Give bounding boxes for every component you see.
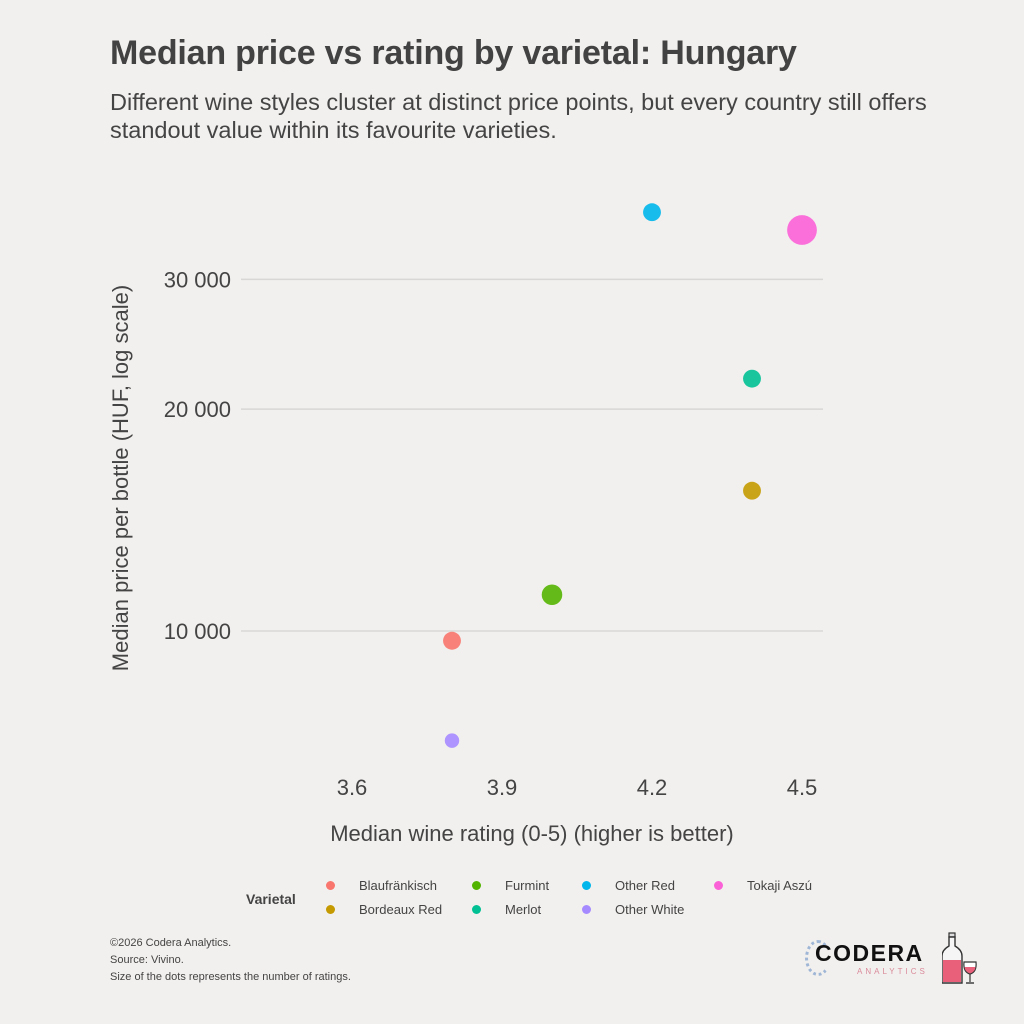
legend-label: Furmint — [505, 878, 550, 893]
wine-bottle-glass-icon — [942, 932, 977, 984]
legend-label: Blaufränkisch — [359, 878, 438, 893]
x-tick-label: 3.9 — [487, 775, 518, 800]
legend-label: Other Red — [615, 878, 675, 893]
legend-title: Varietal — [246, 891, 296, 907]
data-point-tokaji-asz- — [787, 215, 817, 245]
data-point-bordeaux-red — [743, 481, 761, 500]
logo-swirl-icon — [805, 940, 831, 976]
x-tick-label: 4.5 — [787, 775, 818, 800]
legend-label: Bordeaux Red — [359, 902, 443, 917]
legend-swatch — [472, 881, 481, 890]
legend-item-other-red: Other Red — [582, 878, 675, 893]
data-point-furmint — [541, 584, 563, 606]
legend-item-bordeaux-red: Bordeaux Red — [326, 902, 442, 917]
data-point-other-red — [643, 203, 661, 222]
data-points — [443, 203, 817, 748]
copyright-text: ©2026 Codera Analytics. — [110, 937, 232, 949]
x-tick-label: 3.6 — [337, 775, 368, 800]
y-axis-ticks: 10 000 20 000 30 000 — [164, 267, 231, 644]
legend-label: Tokaji Aszú — [747, 878, 813, 893]
legend-swatch — [582, 881, 591, 890]
data-point-other-white — [444, 733, 460, 748]
legend-swatch — [582, 905, 591, 914]
gridlines — [241, 278, 823, 632]
data-point-blaufr-nkisch — [443, 631, 461, 650]
legend-item-furmint: Furmint — [472, 878, 549, 893]
y-tick-label: 10 000 — [164, 619, 231, 644]
codera-logo: CODERA ANALYTICS — [805, 938, 925, 982]
legend-label: Merlot — [505, 902, 542, 917]
source-text: Source: Vivino. — [110, 954, 184, 966]
legend-label: Other White — [615, 902, 685, 917]
legend-item-blaufr-nkisch: Blaufränkisch — [326, 878, 437, 893]
legend-swatch — [714, 881, 723, 890]
footer: ©2026 Codera Analytics. Source: Vivino. … — [110, 935, 351, 986]
chart-subtitle: Different wine styles cluster at distinc… — [110, 89, 927, 143]
x-axis-label: Median wine rating (0-5) (higher is bett… — [330, 821, 734, 846]
y-tick-label: 20 000 — [164, 397, 231, 422]
size-note-text: Size of the dots represents the number o… — [110, 971, 351, 983]
legend-item-merlot: Merlot — [472, 902, 541, 917]
legend-item-other-white: Other White — [582, 902, 684, 917]
y-tick-label: 30 000 — [164, 267, 231, 292]
data-point-merlot — [743, 369, 761, 388]
legend-swatch — [326, 905, 335, 914]
legend-item-tokaji-asz-: Tokaji Aszú — [714, 878, 812, 893]
legend-swatch — [472, 905, 481, 914]
x-axis-ticks: 3.6 3.9 4.2 4.5 — [337, 775, 818, 800]
logo-name: CODERA — [815, 940, 924, 966]
logo-subtitle: ANALYTICS — [857, 967, 928, 976]
chart-title: Median price vs rating by varietal: Hung… — [110, 34, 797, 72]
legend-swatch — [326, 881, 335, 890]
y-axis-label: Median price per bottle (HUF, log scale) — [108, 285, 133, 671]
x-tick-label: 4.2 — [637, 775, 668, 800]
